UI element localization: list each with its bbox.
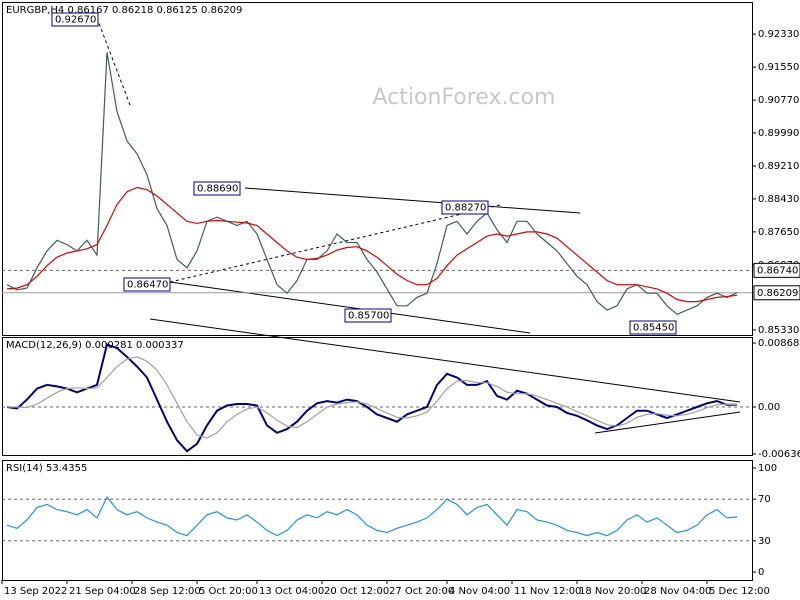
x-tick-label: 11 Nov 12:00	[514, 586, 581, 597]
trend-line	[244, 187, 581, 214]
annotation-label: 0.88690	[197, 184, 238, 195]
x-tick-label: 28 Nov 04:00	[644, 586, 711, 597]
x-tick-label: 4 Nov 04:00	[449, 586, 510, 597]
y-tick-label: 70	[758, 494, 771, 505]
x-tick-label: 27 Oct 20:00	[389, 586, 454, 597]
macd-pane	[2, 337, 753, 456]
x-tick-label: 13 Oct 04:00	[259, 586, 324, 597]
y-tick-label: 0.00	[758, 402, 780, 413]
series-line	[6, 495, 738, 537]
annotation-label: 0.88270	[445, 203, 486, 214]
trend-line	[169, 281, 531, 334]
rsi-pane	[2, 460, 753, 581]
x-tick-label: 18 Nov 20:00	[579, 586, 646, 597]
annotation-label: 0.85700	[348, 311, 389, 322]
level-label: 0.86209	[757, 288, 798, 299]
annotation-box	[441, 200, 489, 215]
y-tick-label: 100	[758, 463, 777, 474]
annotation-box	[51, 12, 99, 27]
x-tick-label: 5 Oct 20:00	[199, 586, 258, 597]
y-tick-label: 0.85330	[758, 325, 799, 336]
level-label-box	[753, 285, 800, 301]
series-line	[6, 186, 738, 303]
y-tick-label: 30	[758, 536, 771, 547]
y-tick-label: 0.90770	[758, 95, 799, 106]
chart-title: RSI(14) 53.4355	[6, 463, 87, 474]
annotation-box	[629, 320, 677, 335]
y-tick-label: 0.88430	[758, 194, 799, 205]
y-tick-label: 0.87650	[758, 227, 799, 238]
y-tick-label: 0.89990	[758, 128, 799, 139]
annotation-box	[344, 308, 392, 323]
price-pane	[2, 2, 753, 336]
y-tick-label: 0	[758, 567, 764, 578]
watermark: ActionForex.com	[373, 85, 556, 110]
x-tick-label: 13 Sep 2022	[4, 586, 67, 597]
x-tick-label: 20 Oct 12:00	[324, 586, 389, 597]
annotation-box	[123, 277, 171, 292]
x-tick-label: 28 Sep 12:00	[134, 586, 201, 597]
annotation-label: 0.92670	[55, 15, 96, 26]
y-tick-label: 0.89210	[758, 161, 799, 172]
chart-title: EURGBP,H4 0.86167 0.86218 0.86125 0.8620…	[6, 5, 242, 16]
x-tick-label: 21 Sep 04:00	[69, 586, 136, 597]
trend-line	[169, 204, 501, 283]
annotation-label: 0.85450	[633, 323, 674, 334]
y-tick-label: -0.006366	[758, 449, 800, 460]
chart-title: MACD(12,26,9) 0.000281 0.000337	[6, 340, 184, 351]
series-line	[7, 356, 738, 439]
level-label: 0.86740	[757, 265, 798, 276]
annotation-box	[193, 181, 241, 196]
trend-line	[594, 411, 741, 434]
level-label-box	[753, 262, 800, 278]
y-tick-label: 0.92330	[758, 29, 799, 40]
series-line	[6, 52, 738, 315]
y-tick-label: 0.91550	[758, 62, 799, 73]
annotation-label: 0.86470	[127, 280, 168, 291]
x-tick-label: 5 Dec 12:00	[709, 586, 770, 597]
y-tick-label: 0.008686	[758, 338, 800, 349]
trend-line	[149, 318, 741, 403]
